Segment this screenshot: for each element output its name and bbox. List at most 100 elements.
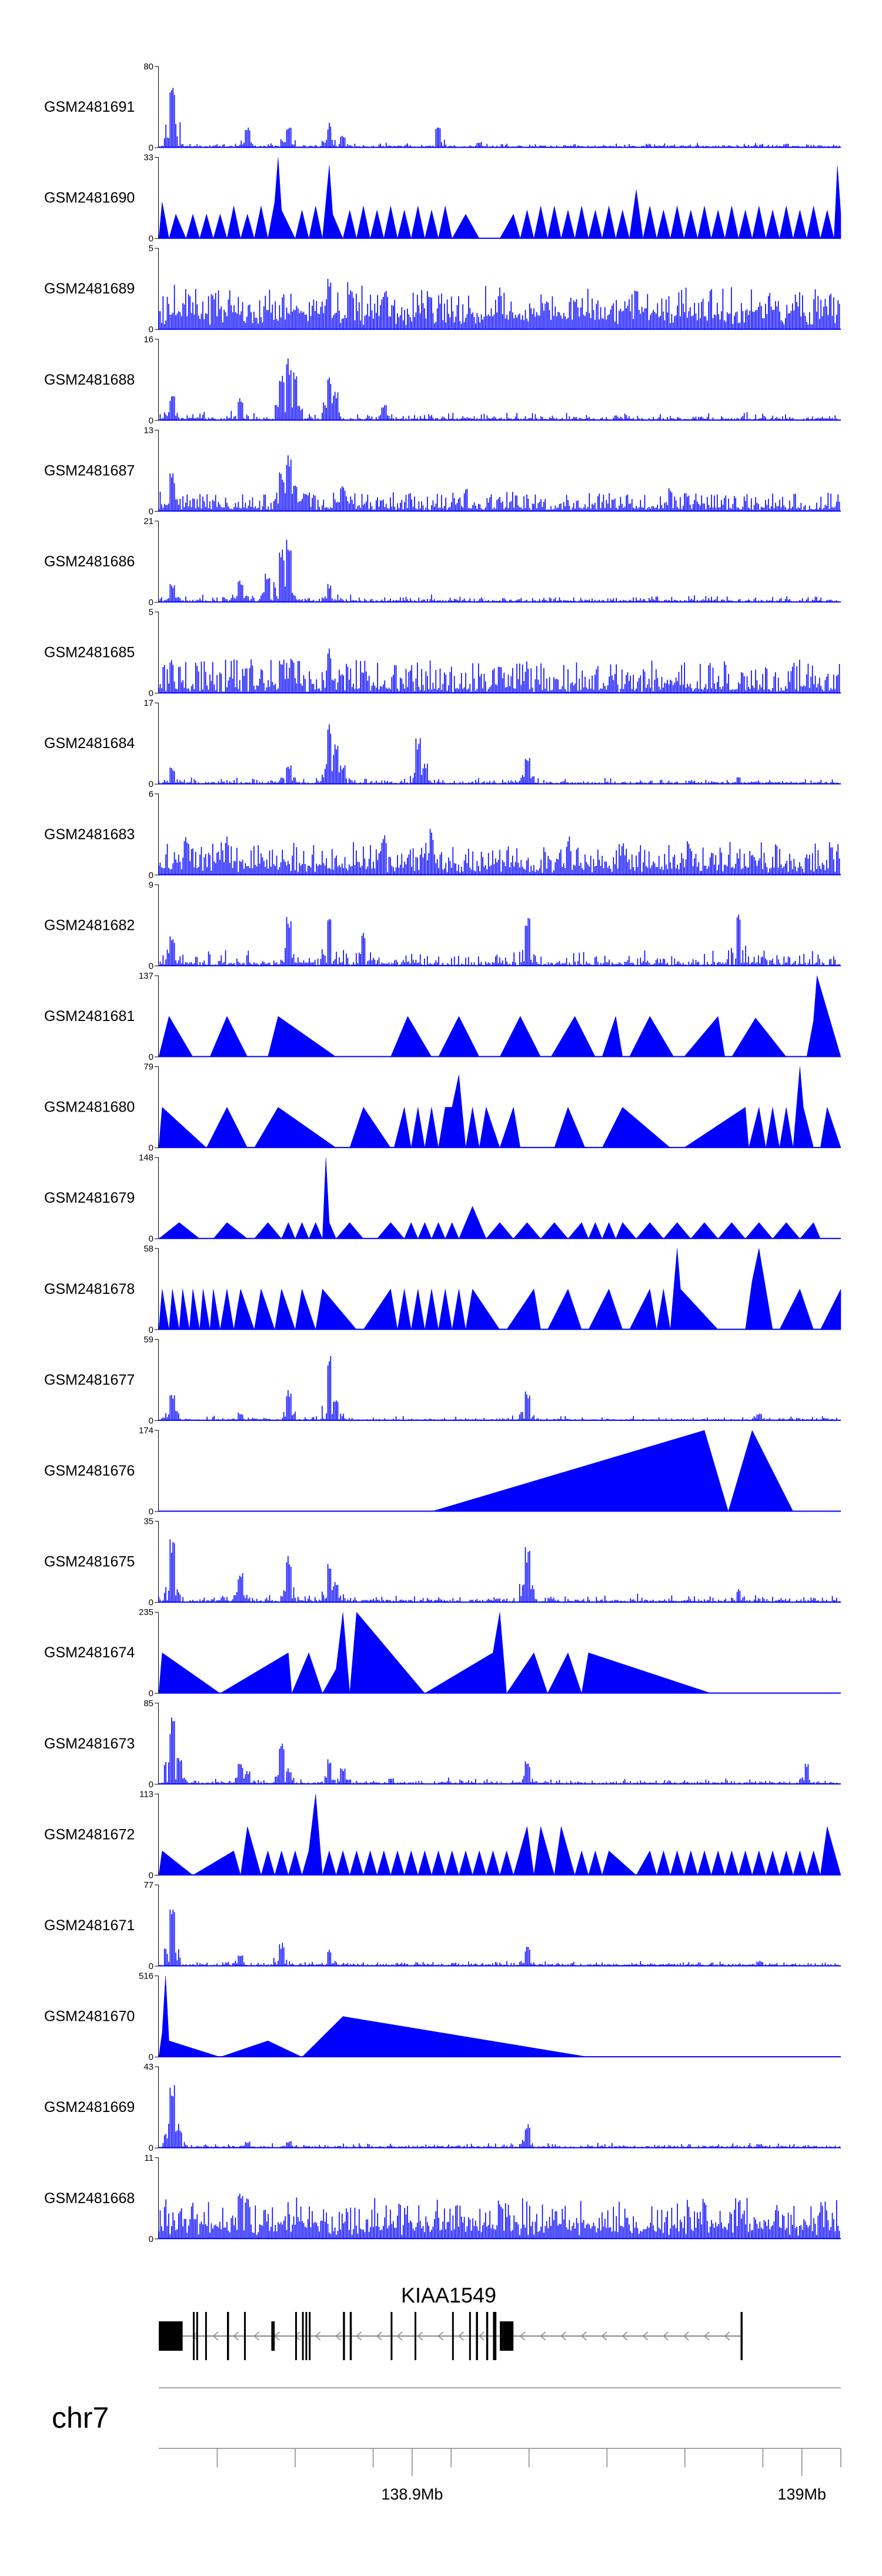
y-max-label: 6 (149, 789, 153, 799)
track-label: GSM2481669 (44, 2099, 135, 2115)
coverage-tracks: GSM2481691800GSM2481690330GSM248168950GS… (44, 62, 841, 2244)
track-GSM2481685: GSM2481685 5 0 (44, 608, 841, 699)
track-label: GSM2481690 (44, 190, 135, 206)
gene-exon (390, 2312, 393, 2360)
y-zero-label: 0 (149, 870, 153, 880)
gene-exon (159, 2321, 183, 2351)
coverage-area (158, 1157, 841, 1239)
gene-exon (227, 2312, 229, 2360)
y-max-label: 17 (143, 698, 153, 708)
track-GSM2481688: GSM2481688 16 0 (44, 335, 841, 426)
track-label: GSM2481679 (44, 1190, 135, 1206)
track-GSM2481677: GSM2481677 59 0 (44, 1334, 841, 1426)
y-zero-label: 0 (149, 1598, 153, 1608)
track-label: GSM2481680 (44, 1099, 135, 1116)
y-max-label: 80 (143, 62, 153, 72)
strand-arrow (601, 2331, 607, 2341)
y-zero-label: 0 (149, 2234, 153, 2244)
track-GSM2481671: GSM2481671 77 0 (44, 1880, 841, 1971)
track-GSM2481690: GSM2481690 33 0 (44, 153, 841, 244)
coverage-bars (158, 1356, 840, 1421)
track-label: GSM2481685 (44, 645, 135, 661)
y-max-label: 77 (143, 1880, 153, 1890)
track-GSM2481672: GSM2481672 113 0 (44, 1789, 841, 1880)
y-zero-label: 0 (149, 689, 153, 699)
y-zero-label: 0 (149, 2143, 153, 2153)
gene-exon (493, 2312, 497, 2360)
track-GSM2481680: GSM2481680 79 0 (44, 1062, 841, 1153)
gene-exon (415, 2312, 416, 2360)
gene-exon (302, 2312, 304, 2360)
strand-arrow (540, 2331, 546, 2341)
axis-tick-label: 138.9Mb (381, 2485, 443, 2503)
gene-exon (469, 2312, 471, 2360)
y-zero-label: 0 (149, 1325, 153, 1335)
coverage-bars (158, 539, 840, 602)
track-GSM2481670: GSM2481670 516 0 (44, 1971, 841, 2063)
y-max-label: 9 (149, 880, 153, 890)
track-GSM2481683: GSM2481683 6 0 (44, 789, 841, 880)
strand-arrow (458, 2331, 464, 2341)
coverage-bars (158, 1909, 840, 1966)
strand-arrow (376, 2331, 382, 2341)
strand-arrow (233, 2331, 239, 2341)
y-max-label: 137 (139, 971, 153, 981)
y-zero-label: 0 (149, 1507, 153, 1517)
y-zero-label: 0 (149, 416, 153, 426)
track-label: GSM2481671 (44, 1917, 135, 1934)
gene-exon (309, 2312, 311, 2360)
coverage-area (158, 1248, 841, 1330)
y-zero-label: 0 (149, 1870, 153, 1880)
y-max-label: 5 (149, 243, 153, 253)
track-label: GSM2481682 (44, 917, 135, 933)
y-max-label: 13 (143, 425, 153, 435)
strand-arrow (356, 2331, 362, 2341)
track-label: GSM2481683 (44, 826, 135, 843)
y-zero-label: 0 (149, 1689, 153, 1699)
coverage-area (158, 1066, 841, 1149)
axis-tick-label: 139Mb (777, 2485, 826, 2503)
y-max-label: 148 (139, 1153, 153, 1163)
coverage-area (158, 157, 841, 239)
track-GSM2481684: GSM2481684 17 0 (44, 698, 841, 789)
strand-arrow (212, 2331, 219, 2341)
strand-arrow (396, 2331, 403, 2341)
track-label: GSM2481689 (44, 281, 135, 297)
y-zero-label: 0 (149, 2053, 153, 2063)
strand-arrow (560, 2331, 566, 2341)
track-GSM2481673: GSM2481673 85 0 (44, 1699, 841, 1790)
track-GSM2481679: GSM2481679 148 0 (44, 1153, 841, 1244)
y-zero-label: 0 (149, 143, 153, 153)
gene-track: KIAA1549 (159, 2283, 743, 2360)
strand-arrow (703, 2331, 710, 2341)
strand-arrow (642, 2331, 649, 2341)
track-label: GSM2481674 (44, 1644, 135, 1661)
track-label: GSM2481687 (44, 462, 135, 479)
coverage-bars (158, 88, 840, 148)
strand-arrow (417, 2331, 423, 2341)
gene-exon (349, 2312, 352, 2360)
gene-exon (500, 2321, 503, 2351)
track-label: GSM2481688 (44, 372, 135, 388)
strand-arrow (683, 2331, 689, 2341)
track-GSM2481689: GSM2481689 5 0 (44, 243, 841, 335)
y-max-label: 5 (149, 608, 153, 618)
coverage-bars (158, 1539, 840, 1603)
gene-exon (271, 2321, 275, 2351)
y-max-label: 174 (139, 1426, 153, 1436)
gene-exon (305, 2312, 308, 2360)
gene-exon (295, 2312, 297, 2360)
strand-arrow (724, 2331, 730, 2341)
y-zero-label: 0 (149, 779, 153, 789)
y-zero-label: 0 (149, 506, 153, 516)
strand-arrow (519, 2331, 526, 2341)
strand-arrow (622, 2331, 628, 2341)
y-zero-label: 0 (149, 598, 153, 608)
coverage-bars (158, 2194, 840, 2239)
gene-name-label: KIAA1549 (401, 2283, 496, 2307)
coverage-area (159, 1430, 841, 1512)
y-max-label: 11 (144, 2153, 153, 2163)
track-GSM2481691: GSM2481691 80 0 (44, 62, 841, 153)
track-label: GSM2481676 (44, 1463, 135, 1479)
y-zero-label: 0 (149, 1052, 153, 1062)
